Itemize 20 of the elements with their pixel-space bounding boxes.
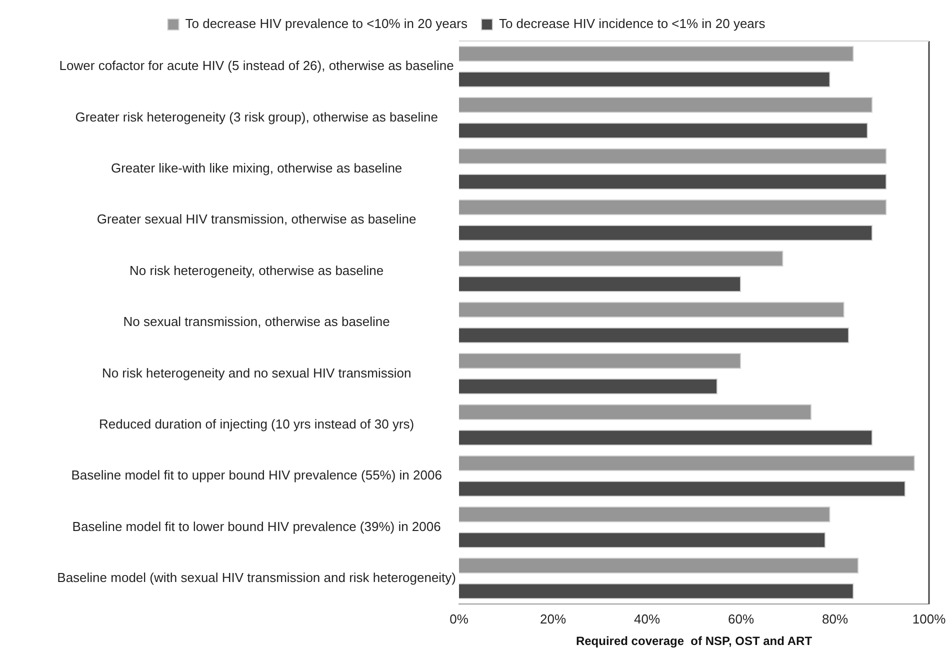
y-tick-label: Baseline model fit to lower bound HIV prevalence (39%) in 2006	[72, 518, 441, 534]
y-tick-label: Baseline model (with sexual HIV transmission and risk heterogeneity)	[57, 570, 456, 585]
x-axis-title: Required coverage of NSP, OST and ART	[576, 634, 813, 648]
y-tick-label: Baseline model fit to upper bound HIV prevalence (55%) in 2006	[71, 468, 442, 483]
y-tick-label: No risk heterogeneity and no sexual HIV transmission	[102, 365, 412, 380]
y-tick-label: Greater like-with like mixing, otherwise as baseline	[110, 160, 402, 176]
y-tick-label: Lower cofactor for acute HIV (5 instead of 26), otherwise as baseline	[59, 58, 454, 74]
x-tick-label: 0%	[450, 611, 469, 626]
legend-label: To decrease HIV prevalence to <10% in 20 years	[185, 16, 468, 32]
x-tick-label: 80%	[822, 611, 848, 626]
y-tick-label: Reduced duration of injecting (10 yrs instead of 30 yrs)	[99, 416, 414, 432]
legend-label: To decrease HIV incidence to <1% in 20 years	[498, 16, 766, 32]
y-tick-label: Greater risk heterogeneity (3 risk group), otherwise as baseline	[75, 109, 438, 124]
y-tick-label: No sexual transmission, otherwise as baseline	[123, 314, 390, 330]
y-tick-label: No risk heterogeneity, otherwise as baseline	[130, 262, 384, 278]
x-tick-label: 100%	[912, 611, 946, 626]
x-tick-label: 20%	[540, 611, 566, 626]
x-tick-label: 60%	[728, 611, 754, 626]
x-tick-label: 40%	[634, 611, 660, 626]
y-tick-label: Greater sexual HIV transmission, otherwise as baseline	[96, 212, 416, 227]
